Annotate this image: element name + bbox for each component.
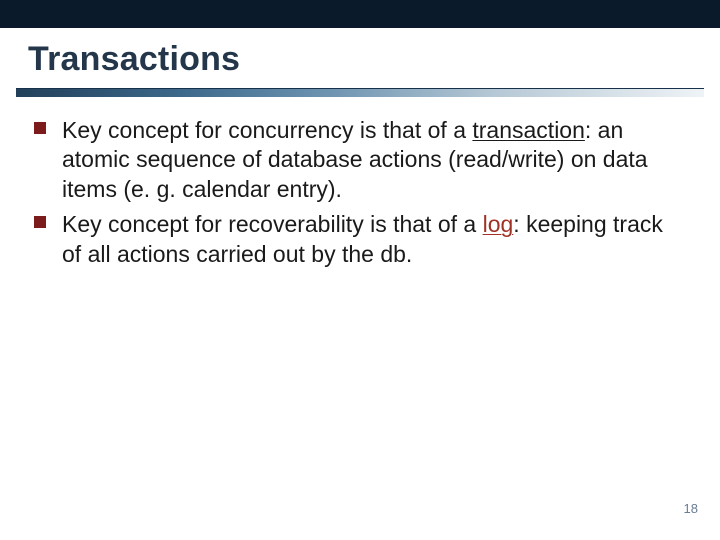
bullet-text-pre: Key concept for recoverability is that o…: [62, 211, 483, 237]
title-underline-gradient: [16, 88, 704, 97]
body-content: Key concept for concurrency is that of a…: [34, 116, 684, 275]
bullet-item: Key concept for concurrency is that of a…: [34, 116, 684, 204]
square-bullet-icon: [34, 122, 46, 134]
page-number: 18: [684, 501, 698, 516]
slide-title: Transactions: [28, 40, 240, 79]
bullet-keyword: transaction: [472, 117, 585, 143]
bullet-item: Key concept for recoverability is that o…: [34, 210, 684, 269]
top-bar: [0, 0, 720, 28]
square-bullet-icon: [34, 216, 46, 228]
slide: Transactions Key concept for concurrency…: [0, 0, 720, 540]
bullet-text-pre: Key concept for concurrency is that of a: [62, 117, 472, 143]
bullet-keyword: log: [483, 211, 514, 237]
